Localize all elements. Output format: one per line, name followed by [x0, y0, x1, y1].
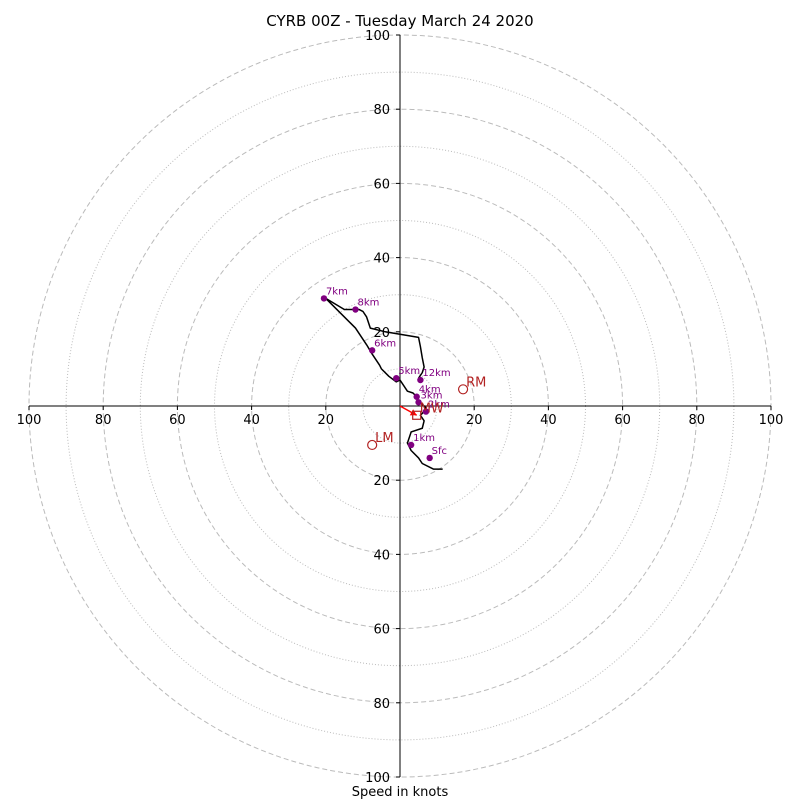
y-tick-label-neg-60: 60 [373, 623, 390, 638]
height-marker-1km [407, 441, 415, 449]
y-tick-label-neg-80: 80 [373, 697, 390, 712]
y-tick-label-neg-20: 20 [373, 474, 390, 489]
height-label-sfc: Sfc [432, 446, 447, 457]
x-tick-label-neg-60: 60 [169, 413, 186, 428]
x-tick-label-pos-20: 20 [466, 413, 483, 428]
y-tick-label-neg-100: 100 [365, 771, 390, 786]
height-label-8km: 8km [357, 298, 379, 309]
height-label-1km: 1km [413, 433, 435, 444]
height-marker-12km [417, 376, 424, 384]
height-marker-4km [413, 393, 420, 400]
x-tick-label-pos-40: 40 [540, 413, 557, 428]
y-tick-label-pos-100: 100 [365, 29, 390, 44]
height-marker-7km [320, 295, 328, 302]
hodograph-line [325, 297, 443, 470]
y-tick-label-pos-60: 60 [373, 177, 390, 192]
x-tick-label-pos-60: 60 [614, 413, 631, 428]
height-label-5km: 5km [398, 366, 420, 377]
y-tick-label-pos-80: 80 [373, 103, 390, 118]
storm-label-mw: MW [420, 401, 444, 416]
y-tick-label-pos-40: 40 [373, 252, 390, 267]
height-label-4km: 4km [419, 385, 441, 396]
x-axis-label: Speed in knots [352, 785, 449, 800]
height-label-3km: 3km [421, 390, 443, 401]
x-tick-label-neg-80: 80 [95, 413, 112, 428]
x-tick-label-pos-100: 100 [759, 413, 784, 428]
height-marker-sfc [426, 454, 433, 462]
y-tick-label-neg-40: 40 [373, 548, 390, 563]
height-label-7km: 7km [326, 286, 348, 297]
storm-marker-rm [457, 384, 469, 395]
tick-labels: 2020202040404040606060608080808010010010… [17, 29, 784, 786]
storm-marker-mw [412, 410, 422, 420]
storm-marker-lm [367, 439, 378, 451]
x-tick-label-neg-100: 100 [17, 413, 42, 428]
chart-title: CYRB 00Z - Tuesday March 24 2020 [266, 12, 533, 30]
height-marker-8km [352, 306, 359, 313]
storm-label-lm: LM [375, 431, 393, 446]
height-marker-5km [393, 374, 400, 382]
height-marker-3km [415, 399, 422, 406]
storm-motion-markers: RM LM MW [367, 375, 486, 451]
height-marker-6km [368, 347, 376, 354]
height-label-6km: 6km [374, 338, 396, 349]
x-tick-label-pos-80: 80 [689, 413, 706, 428]
height-label-12km: 12km [422, 368, 450, 379]
x-tick-label-neg-20: 20 [318, 413, 335, 428]
storm-label-rm: RM [466, 375, 486, 390]
height-marker-2km [422, 408, 430, 415]
height-label-2km: 2km [428, 400, 450, 411]
x-tick-label-neg-40: 40 [243, 413, 260, 428]
hodograph-trace [325, 297, 443, 470]
